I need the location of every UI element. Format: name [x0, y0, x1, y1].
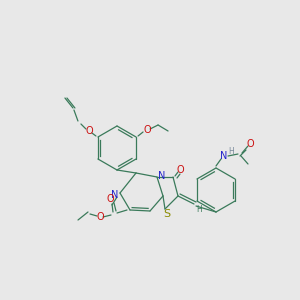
Text: O: O	[176, 165, 184, 175]
Text: N: N	[220, 151, 228, 161]
Text: H: H	[228, 148, 234, 157]
Text: O: O	[143, 125, 151, 135]
Text: N: N	[111, 190, 119, 200]
Text: O: O	[106, 194, 114, 204]
Text: H: H	[196, 205, 202, 214]
Text: N: N	[158, 171, 166, 181]
Text: S: S	[164, 209, 171, 219]
Text: O: O	[246, 139, 254, 149]
Text: O: O	[85, 126, 93, 136]
Text: O: O	[96, 212, 104, 222]
